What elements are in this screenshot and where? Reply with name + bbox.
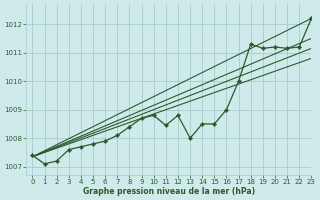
- X-axis label: Graphe pression niveau de la mer (hPa): Graphe pression niveau de la mer (hPa): [83, 187, 255, 196]
